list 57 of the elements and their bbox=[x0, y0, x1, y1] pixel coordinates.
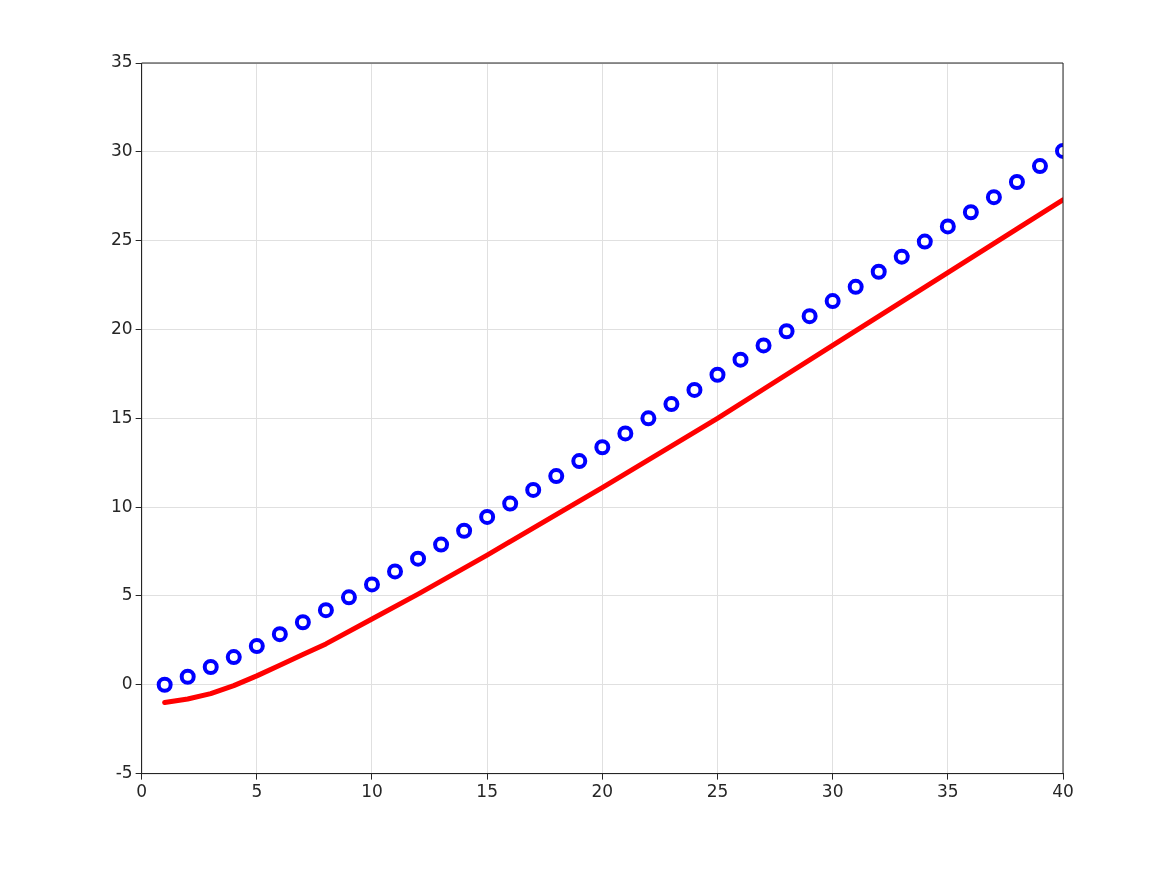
x-tick-label: 20 bbox=[591, 781, 614, 802]
x-tick-label: 0 bbox=[136, 781, 148, 802]
point bbox=[801, 308, 818, 325]
x-tick-label: 25 bbox=[706, 781, 729, 802]
x-tick-label: 40 bbox=[1052, 781, 1074, 802]
point bbox=[962, 204, 979, 221]
y-tick-label: 20 bbox=[110, 317, 133, 338]
point bbox=[755, 337, 772, 354]
x-tick-label: 10 bbox=[361, 781, 383, 802]
point bbox=[617, 425, 634, 442]
point bbox=[202, 659, 219, 676]
point bbox=[317, 602, 334, 619]
point bbox=[594, 439, 611, 456]
x-tick-label: 30 bbox=[821, 781, 844, 802]
point bbox=[847, 278, 864, 295]
point bbox=[870, 263, 887, 280]
point bbox=[248, 638, 265, 655]
point bbox=[778, 323, 795, 340]
y-tick-label: 15 bbox=[110, 406, 133, 427]
x-tick-label: 5 bbox=[251, 781, 263, 802]
y-tick-label: 0 bbox=[121, 673, 133, 694]
point bbox=[387, 563, 404, 580]
y-tick-label: 25 bbox=[110, 229, 133, 250]
point bbox=[433, 536, 450, 553]
point bbox=[939, 218, 956, 235]
point bbox=[985, 189, 1002, 206]
point bbox=[525, 481, 542, 498]
point bbox=[363, 576, 380, 593]
point bbox=[916, 233, 933, 250]
point bbox=[1031, 158, 1048, 175]
point bbox=[294, 614, 311, 631]
point bbox=[571, 453, 588, 470]
point bbox=[456, 522, 473, 539]
point bbox=[1008, 174, 1025, 191]
x-tick-label: 35 bbox=[937, 781, 959, 802]
y-tick-label: -5 bbox=[115, 762, 133, 783]
point bbox=[410, 550, 427, 567]
point bbox=[663, 396, 680, 413]
point bbox=[893, 248, 910, 265]
y-tick-label: 35 bbox=[110, 51, 133, 72]
y-tick-label: 5 bbox=[121, 584, 133, 605]
point bbox=[479, 508, 496, 525]
point bbox=[686, 381, 703, 398]
point bbox=[156, 676, 173, 693]
point bbox=[225, 649, 242, 666]
point bbox=[732, 351, 749, 368]
point bbox=[179, 668, 196, 685]
point bbox=[340, 589, 357, 606]
point bbox=[640, 410, 657, 427]
point bbox=[824, 293, 841, 310]
x-tick-label: 15 bbox=[476, 781, 498, 802]
point bbox=[548, 468, 565, 485]
point bbox=[502, 495, 519, 512]
point bbox=[271, 626, 288, 643]
y-tick-label: 10 bbox=[110, 495, 133, 516]
y-tick-label: 30 bbox=[110, 140, 133, 161]
point bbox=[709, 366, 726, 383]
